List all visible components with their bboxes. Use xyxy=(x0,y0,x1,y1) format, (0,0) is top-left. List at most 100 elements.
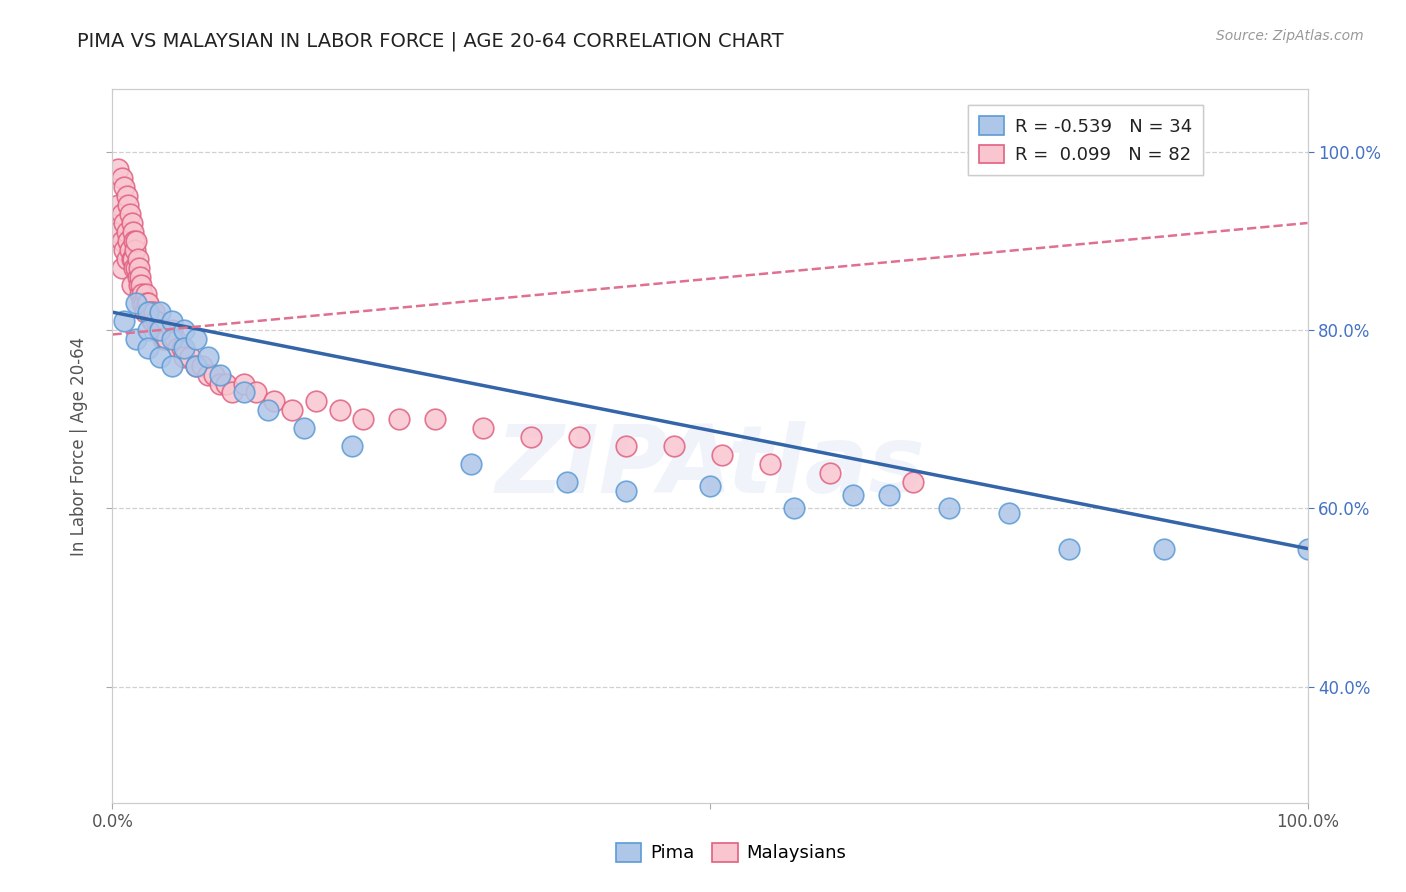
Point xyxy=(138,305,160,319)
Point xyxy=(186,359,208,373)
Point xyxy=(233,385,256,400)
Point xyxy=(143,305,166,319)
Point xyxy=(149,350,172,364)
Point xyxy=(132,296,155,310)
Point xyxy=(115,189,138,203)
Point xyxy=(131,296,153,310)
Point xyxy=(329,403,352,417)
Point xyxy=(257,403,280,417)
Point xyxy=(146,323,169,337)
Point xyxy=(117,234,139,248)
Point xyxy=(121,216,143,230)
Point xyxy=(121,252,143,266)
Point xyxy=(616,439,638,453)
Point xyxy=(759,457,782,471)
Text: PIMA VS MALAYSIAN IN LABOR FORCE | AGE 20-64 CORRELATION CHART: PIMA VS MALAYSIAN IN LABOR FORCE | AGE 2… xyxy=(77,31,785,51)
Point xyxy=(128,278,150,293)
Point xyxy=(111,171,134,186)
Point xyxy=(197,368,219,382)
Point xyxy=(149,305,172,319)
Point xyxy=(111,234,134,248)
Point xyxy=(998,506,1021,520)
Point xyxy=(149,323,172,337)
Point xyxy=(117,198,139,212)
Point xyxy=(305,394,328,409)
Text: Source: ZipAtlas.com: Source: ZipAtlas.com xyxy=(1216,29,1364,43)
Point xyxy=(179,350,201,364)
Point xyxy=(134,305,156,319)
Point xyxy=(472,421,495,435)
Y-axis label: In Labor Force | Age 20-64: In Labor Force | Age 20-64 xyxy=(70,336,89,556)
Point xyxy=(128,260,150,275)
Point xyxy=(520,430,543,444)
Point xyxy=(215,376,238,391)
Point xyxy=(125,296,148,310)
Point xyxy=(153,332,176,346)
Point xyxy=(114,243,135,257)
Point xyxy=(191,359,214,373)
Point xyxy=(163,332,186,346)
Point xyxy=(202,368,225,382)
Point xyxy=(664,439,686,453)
Legend: R = -0.539   N = 34, R =  0.099   N = 82: R = -0.539 N = 34, R = 0.099 N = 82 xyxy=(967,105,1204,175)
Point xyxy=(114,180,135,194)
Point xyxy=(842,488,865,502)
Point xyxy=(127,269,149,284)
Point xyxy=(156,332,179,346)
Point xyxy=(115,252,138,266)
Point xyxy=(107,225,129,239)
Point xyxy=(167,341,190,355)
Point xyxy=(149,323,172,337)
Point xyxy=(221,385,243,400)
Point xyxy=(107,198,129,212)
Point xyxy=(131,287,153,301)
Point xyxy=(186,332,208,346)
Point xyxy=(111,260,134,275)
Point xyxy=(129,269,152,284)
Point xyxy=(162,314,183,328)
Point xyxy=(138,323,160,337)
Point xyxy=(460,457,482,471)
Point xyxy=(340,439,363,453)
Point xyxy=(127,252,149,266)
Point xyxy=(114,216,135,230)
Point xyxy=(233,376,256,391)
Point xyxy=(138,305,160,319)
Point xyxy=(938,501,960,516)
Point xyxy=(111,207,134,221)
Point xyxy=(114,314,135,328)
Point xyxy=(555,475,578,489)
Point xyxy=(186,359,208,373)
Point xyxy=(120,207,142,221)
Point xyxy=(129,287,152,301)
Point xyxy=(138,341,160,355)
Point xyxy=(162,332,183,346)
Point xyxy=(292,421,315,435)
Point xyxy=(903,475,925,489)
Point xyxy=(173,323,195,337)
Point xyxy=(139,305,162,319)
Point xyxy=(125,234,148,248)
Point xyxy=(209,368,232,382)
Point xyxy=(107,162,129,177)
Point xyxy=(120,243,142,257)
Point xyxy=(141,314,163,328)
Point xyxy=(145,314,167,328)
Point xyxy=(818,466,841,480)
Point xyxy=(209,376,232,391)
Point xyxy=(135,287,157,301)
Point xyxy=(568,430,591,444)
Point xyxy=(170,341,193,355)
Point xyxy=(136,296,159,310)
Legend: Pima, Malaysians: Pima, Malaysians xyxy=(609,836,853,870)
Point xyxy=(388,412,411,426)
Point xyxy=(352,412,374,426)
Point xyxy=(245,385,267,400)
Point xyxy=(1296,541,1319,556)
Text: ZIPAtlas: ZIPAtlas xyxy=(495,421,925,514)
Point xyxy=(616,483,638,498)
Point xyxy=(1057,541,1080,556)
Point xyxy=(121,278,143,293)
Point xyxy=(162,359,183,373)
Point xyxy=(162,323,183,337)
